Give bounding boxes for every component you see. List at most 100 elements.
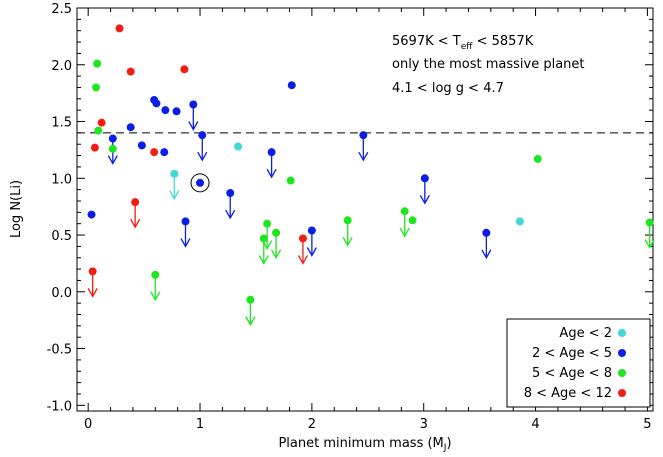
data-point xyxy=(234,142,243,151)
data-point xyxy=(131,198,140,207)
data-point xyxy=(150,148,159,157)
y-tick-label: 2.5 xyxy=(51,2,72,17)
data-point xyxy=(287,81,296,90)
y-tick-label: -0.5 xyxy=(47,343,72,358)
data-point xyxy=(645,218,654,227)
upper-limit-arrow-head xyxy=(245,316,256,327)
data-point xyxy=(97,118,106,127)
data-point xyxy=(160,148,169,157)
y-axis-label: Log N(Li) xyxy=(9,180,24,238)
upper-limit-arrow-head xyxy=(306,247,317,257)
upper-limit-arrow-head xyxy=(150,291,161,302)
data-point xyxy=(94,126,103,135)
legend-marker xyxy=(618,389,626,397)
legend-label: 2 < Age < 5 xyxy=(532,346,612,361)
data-point xyxy=(126,67,135,76)
data-points xyxy=(87,24,655,327)
legend: Age < 2 2 < Age < 5 5 < Age < 8 8 < Age < 1… xyxy=(506,318,651,408)
upper-limit-arrow-head xyxy=(169,190,180,201)
data-point xyxy=(359,131,368,140)
upper-limit-arrow-head xyxy=(342,236,353,247)
annotation-block: 5697K < Teff < 5857K only the most massi… xyxy=(392,34,585,96)
data-point xyxy=(189,100,198,109)
x-tick-label: 0 xyxy=(84,417,92,432)
upper-limit-arrow-head xyxy=(297,255,308,265)
data-point xyxy=(515,217,524,226)
plot-frame xyxy=(76,7,654,412)
data-point xyxy=(246,295,255,304)
upper-limit-arrow-head xyxy=(358,151,369,162)
data-point xyxy=(152,99,161,108)
y-tick-label: -1.0 xyxy=(47,399,72,414)
x-tick-label: 2 xyxy=(308,417,316,432)
legend-label: Age < 2 xyxy=(559,326,612,341)
x-tick-label: 4 xyxy=(531,417,539,432)
upper-limit-arrow-head xyxy=(258,255,269,265)
data-point xyxy=(170,169,179,178)
data-point xyxy=(161,106,170,115)
data-point xyxy=(226,189,235,198)
data-point xyxy=(92,83,101,92)
upper-limit-arrow-head xyxy=(271,249,282,260)
data-point xyxy=(400,207,409,216)
legend-marker xyxy=(618,349,626,357)
data-point xyxy=(408,216,417,225)
upper-limit-arrow-head xyxy=(107,155,118,165)
x-axis-ticks: 0 1 2 3 4 5 xyxy=(84,8,652,432)
sun-point xyxy=(196,178,205,187)
data-point xyxy=(420,174,429,183)
upper-limit-arrow-head xyxy=(644,239,655,249)
legend-marker xyxy=(618,329,626,337)
x-tick-label: 3 xyxy=(420,417,428,432)
data-point xyxy=(181,217,190,226)
upper-limit-arrow-head xyxy=(399,227,410,238)
data-point xyxy=(172,107,181,116)
y-axis-ticks: -1.0 -0.5 0.0 0.5 1.0 1.5 2.0 2.5 xyxy=(47,2,653,414)
data-point xyxy=(343,216,352,225)
y-tick-label: 1.5 xyxy=(51,116,72,131)
data-point xyxy=(151,270,160,279)
upper-limit-arrow-head xyxy=(188,121,199,131)
data-point xyxy=(126,123,135,132)
upper-limit-arrow-head xyxy=(197,151,208,162)
y-tick-label: 1.0 xyxy=(51,172,72,187)
upper-limit-arrow-head xyxy=(180,238,191,248)
data-point xyxy=(263,219,272,228)
x-tick-label: 1 xyxy=(196,417,204,432)
data-point xyxy=(180,65,189,74)
upper-limit-arrow-head xyxy=(87,288,98,298)
data-point xyxy=(93,59,102,68)
upper-limit-arrow-head xyxy=(481,249,492,260)
data-point xyxy=(272,228,281,237)
upper-limit-arrow-head xyxy=(225,209,236,220)
data-point xyxy=(533,154,542,163)
data-point xyxy=(108,144,117,153)
legend-box xyxy=(506,318,651,408)
data-point xyxy=(298,234,307,243)
data-point xyxy=(115,24,124,33)
x-tick-label: 5 xyxy=(643,417,651,432)
annotation-teff-sub: eff xyxy=(461,42,474,52)
annotation-teff: 5697K < Teff < 5857K xyxy=(392,34,534,52)
y-tick-label: 2.0 xyxy=(51,59,72,74)
data-point xyxy=(198,131,207,140)
upper-limit-arrow-head xyxy=(262,240,273,251)
data-point xyxy=(88,267,97,276)
data-point xyxy=(267,148,276,157)
data-point xyxy=(482,228,491,237)
x-axis-label: Planet minimum mass (MJ) xyxy=(278,436,451,453)
data-point xyxy=(286,176,295,185)
sun-ring xyxy=(190,173,210,193)
legend-label: 5 < Age < 8 xyxy=(532,366,612,381)
annotation-logg: 4.1 < log g < 4.7 xyxy=(392,81,504,96)
annotation-most-massive: only the most massive planet xyxy=(392,57,585,72)
legend-marker xyxy=(618,369,626,377)
data-point xyxy=(87,210,96,219)
sun-marker xyxy=(190,173,210,193)
y-tick-label: 0.5 xyxy=(51,229,72,244)
upper-limit-arrow-head xyxy=(419,194,430,205)
data-point xyxy=(307,226,316,235)
data-point xyxy=(108,134,117,143)
upper-limit-arrow-head xyxy=(266,168,277,179)
